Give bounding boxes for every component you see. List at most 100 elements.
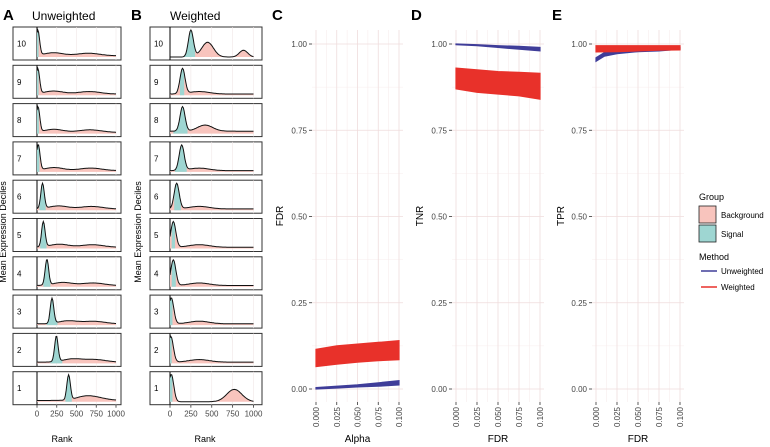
facet-7: 7 bbox=[12, 141, 122, 176]
signal-area bbox=[175, 144, 187, 172]
density-curve bbox=[37, 259, 116, 286]
signal-area bbox=[179, 30, 196, 57]
y-tick-label: 0.50 bbox=[291, 213, 307, 222]
x-tick-label: 1000 bbox=[245, 410, 263, 419]
legend-swatch-signal bbox=[698, 224, 717, 243]
density-curve bbox=[36, 105, 116, 133]
x-tick-label: 1000 bbox=[107, 410, 125, 419]
facet-3: 3 bbox=[12, 294, 122, 329]
x-tick-label: 0.050 bbox=[354, 406, 363, 427]
y-tick-label: 0.00 bbox=[571, 385, 587, 394]
facet-label: 7 bbox=[154, 154, 159, 163]
facet-2: 2 bbox=[149, 332, 263, 367]
x-tick-label: 0.050 bbox=[634, 406, 643, 427]
density-curve bbox=[169, 220, 254, 248]
signal-area bbox=[174, 183, 181, 211]
background-area bbox=[170, 221, 254, 249]
density-curve bbox=[170, 105, 254, 132]
signal-area bbox=[37, 68, 39, 96]
y-tick-label: 0.75 bbox=[291, 126, 307, 135]
y-axis-label: Mean Expression Deciles bbox=[133, 181, 143, 283]
x-tick-label: 250 bbox=[184, 410, 198, 419]
density-curve bbox=[36, 219, 116, 248]
density-curve bbox=[37, 335, 116, 363]
density-curve bbox=[36, 28, 116, 57]
y-axis-label: FDR bbox=[275, 206, 286, 227]
y-tick-label: 0.75 bbox=[431, 126, 447, 135]
panel-letters: A B C D E bbox=[3, 7, 562, 24]
facet-5: 5 bbox=[149, 218, 263, 252]
x-axis-label: Rank bbox=[51, 434, 73, 444]
signal-area bbox=[173, 106, 188, 134]
series-band-weighted bbox=[455, 67, 541, 100]
background-area bbox=[170, 68, 254, 96]
facet-label: 4 bbox=[17, 269, 22, 278]
facet-label: 3 bbox=[154, 308, 159, 317]
x-tick-label: 0 bbox=[168, 410, 173, 419]
signal-area bbox=[40, 221, 47, 249]
facet-6: 6 bbox=[12, 179, 122, 214]
y-tick-label: 1.00 bbox=[571, 40, 587, 49]
x-tick-label: 0.025 bbox=[333, 406, 342, 427]
facet-label: 10 bbox=[17, 40, 26, 49]
legend-group-title: Group bbox=[699, 192, 724, 202]
facet-label: 1 bbox=[154, 384, 159, 393]
x-tick-label: 500 bbox=[70, 410, 84, 419]
y-tick-label: 0.50 bbox=[431, 213, 447, 222]
panel-letter-a: A bbox=[3, 7, 14, 24]
facet-label: 9 bbox=[17, 78, 22, 87]
y-axis-label: TPR bbox=[556, 206, 567, 226]
y-tick-label: 1.00 bbox=[291, 40, 307, 49]
facet-label: 7 bbox=[17, 154, 22, 163]
line-panel-c: 0.00 0.25 0.50 0.75 1.00 0.000 0.025 0.050 0.075… bbox=[275, 30, 404, 445]
signal-area bbox=[170, 298, 173, 326]
x-axis-label: Alpha bbox=[345, 434, 371, 445]
facet-label: 5 bbox=[154, 231, 159, 240]
y-tick-label: 1.00 bbox=[431, 40, 447, 49]
x-tick-label: 0.075 bbox=[374, 406, 383, 427]
facet-1: 1 bbox=[12, 371, 122, 406]
background-area bbox=[170, 374, 254, 402]
x-tick-label: 500 bbox=[205, 410, 219, 419]
signal-area bbox=[170, 336, 172, 364]
x-tick-label: 0.000 bbox=[452, 406, 461, 427]
density-curve bbox=[36, 181, 116, 210]
x-axis-label: Rank bbox=[194, 434, 216, 444]
legend-label-signal: Signal bbox=[721, 230, 743, 239]
x-tick-label: 0.025 bbox=[473, 406, 482, 427]
y-tick-label: 0.25 bbox=[291, 299, 307, 308]
x-tick-label: 0.100 bbox=[676, 406, 685, 427]
density-curve bbox=[169, 258, 254, 286]
density-curve bbox=[36, 144, 116, 171]
facet-10: 10 bbox=[12, 26, 122, 61]
facet-1: 1 bbox=[149, 371, 263, 406]
line-panels: 0.00 0.25 0.50 0.75 1.00 0.000 0.025 0.050 0.075… bbox=[275, 30, 685, 445]
legend-swatch-background bbox=[698, 205, 717, 224]
x-axis-label: FDR bbox=[628, 434, 649, 445]
density-curve bbox=[170, 67, 254, 95]
facet-label: 8 bbox=[154, 116, 159, 125]
series-band-weighted bbox=[315, 340, 400, 368]
y-tick-label: 0.00 bbox=[291, 385, 307, 394]
signal-area bbox=[37, 30, 39, 57]
x-tick-label: 0.050 bbox=[494, 406, 503, 427]
x-tick-label: 750 bbox=[226, 410, 240, 419]
series-band-weighted bbox=[595, 45, 681, 53]
facet-4: 4 bbox=[12, 256, 122, 291]
y-tick-label: 0.50 bbox=[571, 213, 587, 222]
facet-label: 10 bbox=[154, 40, 163, 49]
facet-9: 9 bbox=[12, 64, 122, 99]
line-panel-d: 0.00 0.25 0.50 0.75 1.00 0.000 0.025 0.050 0.075… bbox=[415, 30, 545, 445]
density-curve bbox=[169, 335, 254, 363]
signal-area bbox=[37, 106, 39, 134]
density-curve bbox=[169, 182, 254, 210]
density-curve bbox=[170, 29, 254, 58]
facet-label: 8 bbox=[17, 116, 22, 125]
density-curve bbox=[37, 373, 117, 401]
x-tick-label: 0.000 bbox=[312, 406, 321, 427]
x-axis-label: FDR bbox=[488, 434, 509, 445]
x-tick-label: 0.000 bbox=[592, 406, 601, 427]
signal-area bbox=[37, 144, 40, 172]
